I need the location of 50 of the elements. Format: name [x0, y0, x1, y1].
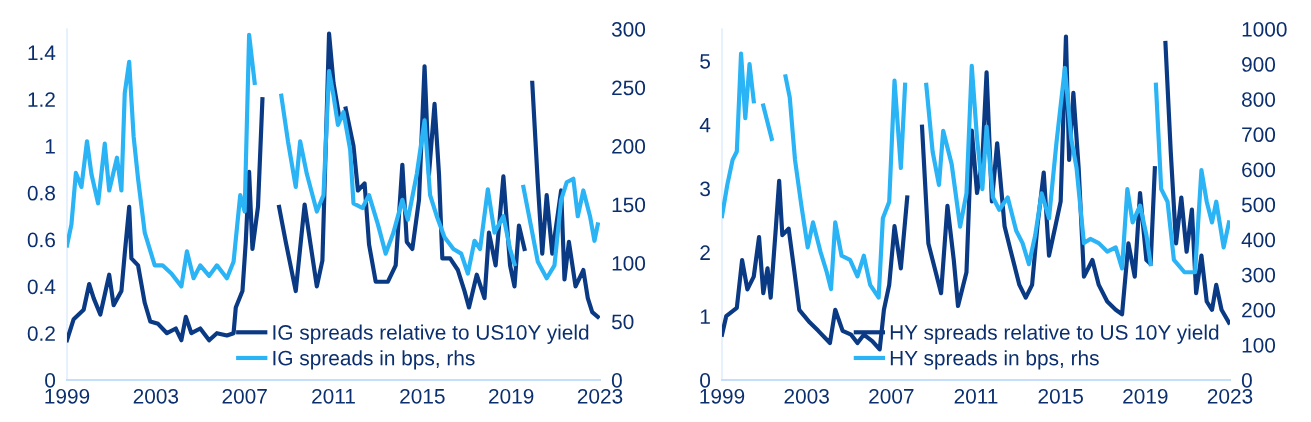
x-tick-label: 2023	[1207, 388, 1253, 404]
y-tick-label: 0.4	[27, 279, 56, 295]
y-tick-label: 1.4	[28, 45, 56, 60]
x-tick-label: 2019	[1123, 388, 1168, 404]
y2-tick-label: 300	[1241, 267, 1276, 283]
y2-tick-label: 800	[1242, 92, 1276, 107]
y-tick-label: 0.2	[27, 326, 55, 341]
legend-label: IG spreads in bps, rhs	[273, 350, 475, 370]
x-tick-label: 2011	[312, 388, 355, 404]
y-tick-label: 0	[45, 373, 56, 388]
x-tick-label: 2007	[222, 388, 267, 404]
y2-tick-label: 250	[612, 80, 646, 96]
x-tick-label: 1999	[45, 388, 90, 404]
y-tick-label: 0.8	[27, 185, 55, 201]
y2-tick-label: 300	[611, 22, 646, 37]
y-tick-label: 4	[699, 117, 711, 133]
y2-tick-label: 0	[611, 373, 622, 388]
x-tick-label: 2007	[869, 388, 914, 404]
y-tick-label: 1	[700, 309, 710, 324]
y2-tick-label: 100	[612, 256, 646, 271]
y2-tick-label: 500	[1241, 197, 1276, 213]
x-tick-label: 2023	[577, 388, 623, 404]
x-tick-label: 1999	[700, 388, 745, 404]
y2-tick-label: 0	[1241, 373, 1252, 388]
y-tick-label: 0.6	[27, 232, 55, 248]
y2-tick-label: 200	[612, 139, 646, 154]
x-tick-label: 2011	[954, 388, 998, 404]
y2-tick-label: 1000	[1242, 22, 1287, 37]
y2-tick-label: 50	[611, 314, 634, 330]
x-tick-label: 2003	[133, 388, 179, 404]
y2-tick-label: 100	[1242, 337, 1276, 353]
x-tick-label: 2003	[784, 388, 829, 404]
x-tick-label: 2019	[489, 388, 534, 404]
y-tick-label: 5	[700, 54, 711, 69]
y-tick-label: 1	[45, 139, 55, 154]
y-tick-label: 3	[700, 181, 710, 197]
y-tick-label: 2	[700, 245, 710, 260]
y2-tick-label: 200	[1242, 302, 1276, 318]
x-tick-label: 2015	[400, 388, 445, 404]
y2-tick-label: 900	[1242, 57, 1276, 72]
legend-label: HY spreads in bps, rhs	[890, 350, 1099, 370]
y2-tick-label: 600	[1242, 162, 1276, 178]
y-tick-label: 0	[700, 373, 711, 388]
legend-label: HY spreads relative to US 10Y yield	[890, 324, 1219, 344]
legend-label: IG spreads relative to US10Y yield	[273, 324, 589, 344]
y2-tick-label: 150	[612, 197, 646, 213]
y-tick-label: 1.2	[28, 92, 55, 107]
y2-tick-label: 700	[1242, 127, 1276, 143]
y2-tick-label: 400	[1241, 232, 1276, 248]
x-tick-label: 2015	[1038, 388, 1083, 404]
